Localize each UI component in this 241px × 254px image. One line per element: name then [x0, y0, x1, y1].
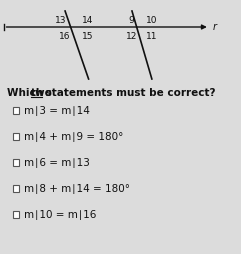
Bar	[13, 108, 19, 115]
Text: m∣8 + m∣14 = 180°: m∣8 + m∣14 = 180°	[24, 184, 129, 194]
Text: 12: 12	[126, 32, 137, 41]
Text: 15: 15	[82, 32, 94, 41]
Text: 9: 9	[128, 16, 134, 25]
Bar	[13, 211, 19, 218]
Text: m∣4 + m∣9 = 180°: m∣4 + m∣9 = 180°	[24, 132, 123, 142]
Text: 16: 16	[59, 32, 71, 41]
Bar	[13, 133, 19, 140]
Text: m∣3 = m∣14: m∣3 = m∣14	[24, 106, 89, 116]
Bar	[13, 185, 19, 192]
Text: r: r	[212, 22, 216, 32]
Text: Which: Which	[7, 88, 47, 98]
Text: 13: 13	[55, 16, 67, 25]
Text: 14: 14	[82, 16, 94, 25]
Text: 10: 10	[146, 16, 157, 25]
Text: m∣10 = m∣16: m∣10 = m∣16	[24, 210, 96, 220]
Text: statements must be correct?: statements must be correct?	[42, 88, 216, 98]
Text: 11: 11	[146, 32, 157, 41]
Text: m∣6 = m∣13: m∣6 = m∣13	[24, 158, 89, 168]
Text: two: two	[31, 88, 53, 98]
Bar	[13, 159, 19, 166]
